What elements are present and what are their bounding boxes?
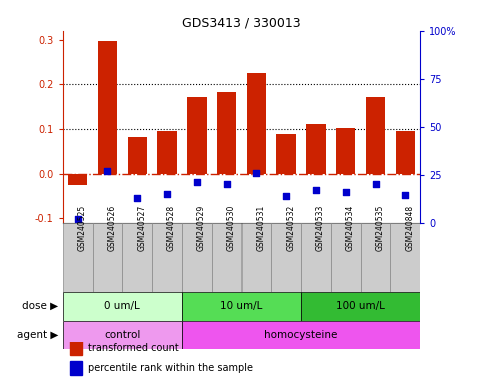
Bar: [271, 223, 301, 292]
Bar: [396, 131, 415, 174]
Text: GSM240534: GSM240534: [346, 205, 355, 252]
Text: GSM240529: GSM240529: [197, 205, 206, 252]
Bar: [182, 223, 212, 292]
Bar: [390, 223, 420, 292]
Text: 10 um/L: 10 um/L: [220, 301, 263, 311]
Bar: [152, 223, 182, 292]
Text: control: control: [104, 330, 141, 340]
Point: [223, 181, 230, 187]
Point: [372, 181, 380, 187]
Bar: [361, 223, 390, 292]
Text: dose ▶: dose ▶: [22, 301, 58, 311]
Point: [342, 189, 350, 195]
Point: [312, 187, 320, 193]
Bar: [128, 137, 147, 174]
Text: GSM240530: GSM240530: [227, 205, 236, 252]
Text: GSM240528: GSM240528: [167, 205, 176, 251]
Title: GDS3413 / 330013: GDS3413 / 330013: [182, 17, 301, 30]
Text: 100 um/L: 100 um/L: [336, 301, 385, 311]
Text: GSM240532: GSM240532: [286, 205, 295, 252]
Bar: [301, 292, 420, 321]
Point: [282, 193, 290, 199]
Text: GSM240535: GSM240535: [376, 205, 384, 252]
Point: [74, 216, 82, 222]
Bar: [70, 341, 83, 355]
Bar: [63, 223, 93, 292]
Point: [193, 179, 201, 185]
Bar: [187, 97, 207, 174]
Bar: [182, 292, 301, 321]
Bar: [98, 41, 117, 174]
Bar: [306, 124, 326, 174]
Bar: [366, 97, 385, 174]
Point: [104, 168, 112, 174]
Text: GSM240531: GSM240531: [256, 205, 265, 252]
Text: transformed count: transformed count: [88, 343, 179, 353]
Bar: [157, 131, 177, 174]
Bar: [212, 223, 242, 292]
Text: homocysteine: homocysteine: [264, 330, 338, 340]
Bar: [93, 223, 122, 292]
Bar: [336, 127, 355, 174]
Text: 0 um/L: 0 um/L: [104, 301, 140, 311]
Text: GSM240848: GSM240848: [405, 205, 414, 251]
Bar: [276, 134, 296, 174]
Text: percentile rank within the sample: percentile rank within the sample: [88, 363, 253, 373]
Point: [133, 195, 141, 201]
Text: GSM240525: GSM240525: [78, 205, 86, 252]
Bar: [63, 292, 182, 321]
Point: [401, 192, 409, 198]
Bar: [70, 361, 83, 375]
Text: GSM240527: GSM240527: [137, 205, 146, 252]
Text: GSM240533: GSM240533: [316, 205, 325, 252]
Bar: [242, 223, 271, 292]
Bar: [63, 321, 182, 349]
Point: [163, 191, 171, 197]
Point: [253, 170, 260, 176]
Bar: [331, 223, 361, 292]
Bar: [182, 321, 420, 349]
Text: GSM240526: GSM240526: [108, 205, 116, 252]
Bar: [247, 73, 266, 174]
Bar: [301, 223, 331, 292]
Text: agent ▶: agent ▶: [16, 330, 58, 340]
Bar: [68, 174, 87, 185]
Bar: [217, 92, 236, 174]
Bar: [122, 223, 152, 292]
